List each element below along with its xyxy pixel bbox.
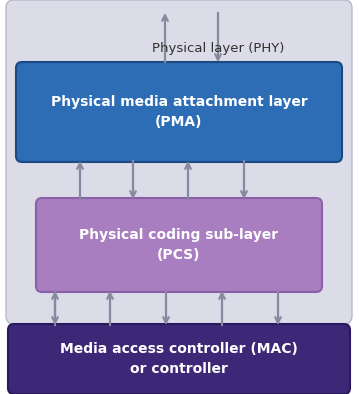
Text: Media access controller (MAC)
or controller: Media access controller (MAC) or control… (60, 342, 298, 376)
FancyBboxPatch shape (6, 0, 352, 324)
Text: Physical layer (PHY): Physical layer (PHY) (152, 41, 284, 54)
FancyBboxPatch shape (8, 324, 350, 394)
FancyBboxPatch shape (16, 62, 342, 162)
Text: Physical media attachment layer
(PMA): Physical media attachment layer (PMA) (51, 95, 307, 129)
FancyBboxPatch shape (36, 198, 322, 292)
Text: Physical coding sub-layer
(PCS): Physical coding sub-layer (PCS) (79, 228, 279, 262)
